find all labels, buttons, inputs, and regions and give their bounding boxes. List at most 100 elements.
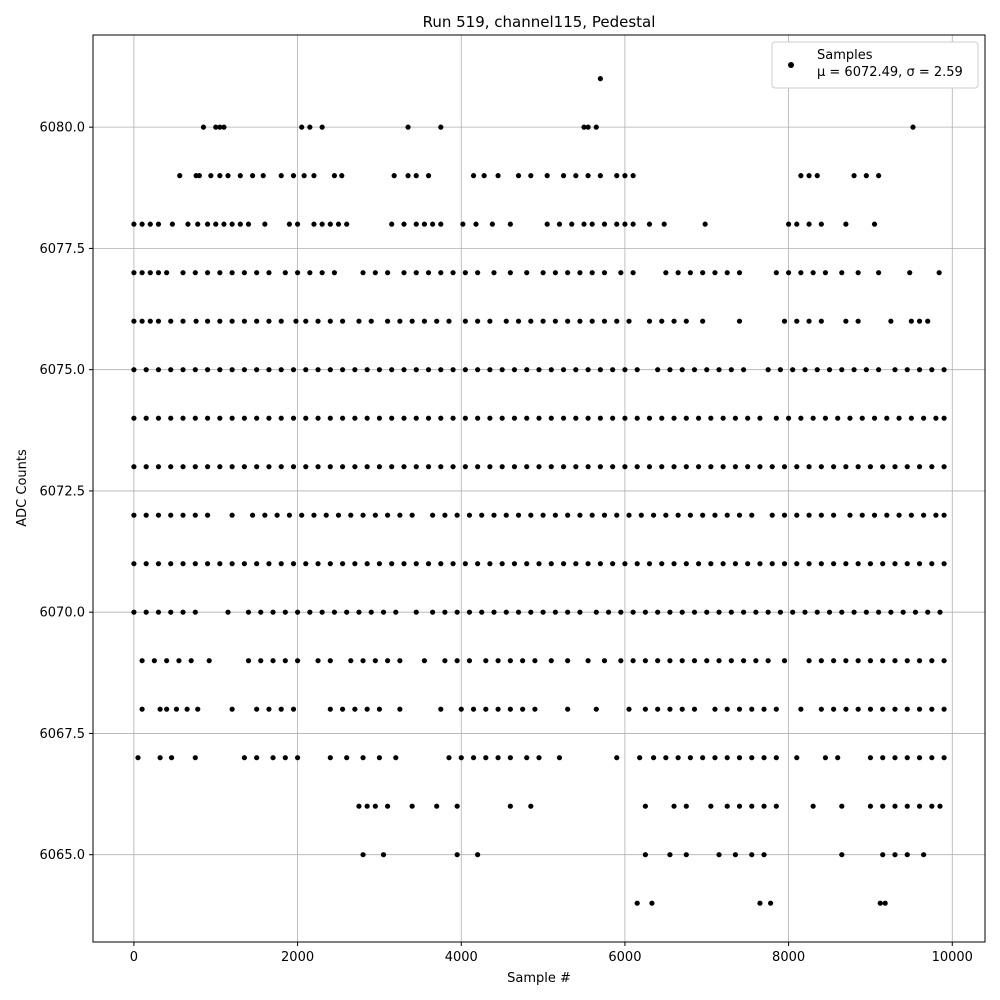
data-point xyxy=(765,658,771,664)
data-point xyxy=(177,173,183,179)
data-point xyxy=(327,561,333,567)
data-point xyxy=(626,512,632,518)
data-point xyxy=(565,609,571,615)
data-point xyxy=(483,755,489,761)
data-point xyxy=(139,706,145,712)
data-point xyxy=(401,270,407,276)
data-point xyxy=(941,755,947,761)
data-point xyxy=(916,367,923,373)
data-point xyxy=(736,706,743,712)
data-point xyxy=(303,415,309,421)
data-point xyxy=(180,415,186,421)
data-point xyxy=(266,415,272,421)
data-point xyxy=(143,367,149,373)
data-point xyxy=(495,658,501,664)
data-point xyxy=(376,367,383,373)
x-axis-ticks: 0 2000 4000 6000 8000 10000 xyxy=(130,942,973,965)
data-point xyxy=(466,658,473,664)
data-point xyxy=(667,852,673,858)
data-point xyxy=(206,658,212,664)
data-point xyxy=(757,415,763,421)
data-point xyxy=(409,318,415,324)
data-point xyxy=(192,367,198,373)
data-point xyxy=(646,318,653,324)
data-point xyxy=(192,755,198,761)
data-point xyxy=(843,221,849,227)
data-point xyxy=(675,270,681,276)
data-point xyxy=(749,755,755,761)
data-point xyxy=(884,415,890,421)
legend-stats-label: μ = 6072.49, σ = 2.59 xyxy=(817,65,963,80)
x-tick-label: 2000 xyxy=(281,950,314,965)
data-point xyxy=(155,367,162,373)
data-point xyxy=(143,415,149,421)
y-tick-label: 6077.5 xyxy=(40,242,86,257)
data-point xyxy=(360,852,366,858)
data-point xyxy=(933,512,939,518)
data-point xyxy=(413,415,419,421)
data-point xyxy=(610,561,616,567)
data-point xyxy=(401,367,407,373)
data-point xyxy=(442,609,448,615)
data-point xyxy=(646,221,653,227)
data-point xyxy=(270,609,276,615)
data-point xyxy=(892,561,898,567)
data-point xyxy=(585,173,591,179)
data-point xyxy=(131,415,137,421)
data-point xyxy=(773,803,779,809)
data-point xyxy=(475,415,481,421)
data-point xyxy=(565,658,571,664)
data-point xyxy=(560,415,567,421)
data-point xyxy=(601,221,608,227)
data-point xyxy=(241,755,247,761)
data-point xyxy=(473,221,479,227)
data-point xyxy=(499,367,505,373)
data-point xyxy=(671,415,677,421)
data-point xyxy=(573,464,579,470)
data-point xyxy=(301,173,307,179)
data-point xyxy=(560,464,567,470)
data-point xyxy=(929,803,935,809)
data-point xyxy=(597,415,603,421)
data-point xyxy=(757,464,763,470)
data-point xyxy=(716,367,722,373)
data-point xyxy=(732,415,739,421)
data-point xyxy=(679,609,685,615)
data-point xyxy=(327,706,333,712)
data-point xyxy=(818,706,824,712)
data-point xyxy=(229,512,235,518)
data-point xyxy=(376,464,383,470)
data-point xyxy=(806,173,812,179)
data-point xyxy=(626,706,632,712)
data-point xyxy=(618,270,624,276)
data-point xyxy=(675,512,681,518)
data-point xyxy=(213,124,219,130)
data-point xyxy=(704,367,710,373)
data-point xyxy=(916,561,923,567)
data-point xyxy=(765,367,771,373)
data-point xyxy=(372,512,378,518)
data-point xyxy=(601,270,608,276)
data-point xyxy=(360,512,366,518)
data-point xyxy=(454,852,460,858)
data-point xyxy=(204,270,211,276)
data-point xyxy=(867,561,874,567)
data-point xyxy=(204,367,211,373)
data-point xyxy=(380,609,387,615)
data-point xyxy=(503,318,509,324)
data-point xyxy=(634,561,640,567)
data-point xyxy=(466,609,473,615)
data-point xyxy=(638,512,644,518)
data-point xyxy=(315,367,321,373)
data-point xyxy=(933,415,939,421)
data-point xyxy=(270,755,276,761)
data-point xyxy=(274,512,280,518)
data-point xyxy=(237,221,243,227)
data-point xyxy=(438,124,444,130)
data-point xyxy=(904,561,910,567)
data-point xyxy=(352,367,358,373)
legend-series-label: Samples xyxy=(817,48,873,63)
data-point xyxy=(294,755,301,761)
data-point xyxy=(716,609,722,615)
data-point xyxy=(818,318,824,324)
